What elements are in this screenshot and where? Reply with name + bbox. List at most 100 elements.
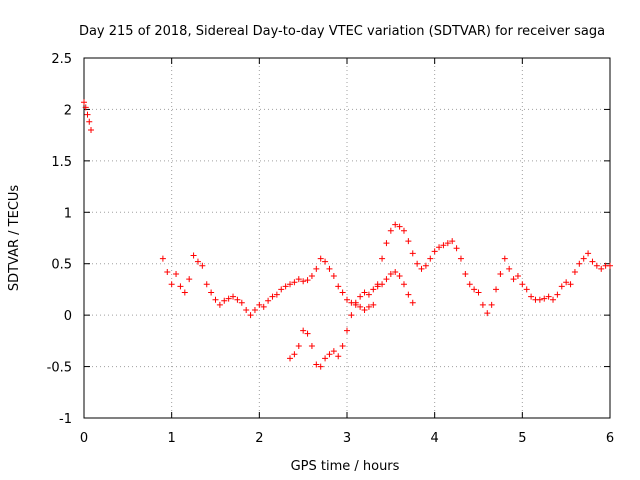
- data-point: [230, 293, 237, 300]
- data-point: [370, 286, 377, 293]
- x-tick-label: 5: [518, 431, 526, 446]
- data-point: [607, 262, 613, 269]
- data-point: [282, 283, 289, 290]
- data-point: [344, 296, 350, 303]
- data-point: [186, 276, 193, 283]
- data-point: [238, 299, 245, 306]
- x-tick-label: 0: [80, 431, 88, 446]
- data-point: [545, 293, 552, 300]
- data-point: [300, 278, 307, 285]
- x-axis-label: GPS time / hours: [291, 459, 400, 474]
- data-point: [159, 255, 166, 262]
- data-point: [164, 268, 171, 275]
- data-point: [563, 279, 570, 286]
- data-point: [365, 291, 372, 298]
- data-point: [84, 111, 91, 118]
- data-point: [501, 255, 508, 262]
- data-point: [576, 260, 583, 267]
- data-point: [550, 296, 557, 303]
- data-point: [361, 289, 368, 296]
- data-point: [256, 301, 263, 308]
- data-point: [357, 293, 364, 300]
- data-point: [194, 258, 201, 265]
- data-point: [449, 238, 456, 245]
- data-point: [462, 271, 469, 277]
- data-point: [304, 277, 311, 284]
- x-tick-label: 4: [431, 431, 439, 446]
- data-point: [348, 312, 355, 319]
- data-points: [81, 99, 613, 370]
- data-point: [326, 265, 333, 272]
- data-point: [287, 281, 294, 288]
- data-point: [528, 293, 535, 300]
- data-point: [295, 343, 302, 349]
- x-tick-label: 6: [606, 431, 614, 446]
- data-point: [396, 223, 403, 230]
- chart-title: Day 215 of 2018, Sidereal Day-to-day VTE…: [79, 24, 605, 39]
- data-point: [304, 330, 311, 337]
- data-point: [567, 281, 574, 288]
- data-point: [400, 227, 407, 234]
- data-point: [313, 361, 320, 368]
- data-point: [392, 268, 399, 275]
- data-point: [471, 286, 478, 293]
- data-point: [287, 355, 294, 362]
- data-point: [260, 303, 267, 310]
- data-point: [387, 227, 394, 234]
- data-point: [247, 312, 254, 319]
- data-point: [431, 248, 438, 255]
- data-point: [396, 273, 403, 280]
- data-point: [177, 283, 184, 290]
- data-point: [493, 286, 500, 293]
- y-tick-label: 0: [64, 309, 72, 324]
- data-point: [82, 104, 89, 111]
- data-point: [506, 265, 513, 272]
- data-point: [208, 289, 215, 296]
- data-point: [405, 238, 412, 245]
- data-point: [322, 258, 329, 265]
- data-point: [383, 240, 390, 247]
- data-point: [558, 283, 565, 290]
- data-point: [589, 258, 596, 265]
- data-point: [541, 295, 548, 302]
- data-point: [251, 307, 258, 313]
- data-point: [571, 268, 578, 275]
- data-point: [199, 262, 206, 269]
- y-tick-labels: -1 -0.5 0 0.5 1 1.5 2 2.5: [47, 52, 72, 427]
- data-point: [322, 355, 329, 362]
- data-point: [291, 279, 298, 286]
- data-point: [243, 307, 250, 313]
- y-tick-label: -1: [59, 412, 72, 427]
- data-point: [365, 303, 372, 310]
- data-point: [330, 348, 337, 355]
- grid: [84, 58, 610, 418]
- data-point: [317, 363, 324, 370]
- data-point: [427, 255, 434, 262]
- y-axis-label: SDTVAR / TECUs: [7, 185, 22, 292]
- data-point: [374, 283, 381, 290]
- data-point: [409, 250, 416, 257]
- data-point: [392, 221, 399, 228]
- data-point: [203, 281, 210, 288]
- data-point: [308, 273, 315, 280]
- data-point: [339, 343, 346, 349]
- data-point: [444, 240, 451, 247]
- data-point: [88, 127, 95, 133]
- data-point: [234, 296, 241, 303]
- y-tick-label: 1: [64, 206, 72, 221]
- ticks: [83, 57, 611, 419]
- data-point: [400, 281, 407, 288]
- data-point: [317, 255, 324, 262]
- data-point: [436, 244, 443, 251]
- x-tick-label: 1: [168, 431, 176, 446]
- data-point: [86, 118, 93, 125]
- y-tick-label: 2: [64, 103, 72, 118]
- data-point: [81, 99, 87, 106]
- data-point: [357, 303, 364, 310]
- x-tick-label: 2: [255, 431, 263, 446]
- data-point: [488, 301, 495, 308]
- data-point: [313, 265, 320, 272]
- data-point: [300, 327, 307, 334]
- data-point: [422, 262, 429, 269]
